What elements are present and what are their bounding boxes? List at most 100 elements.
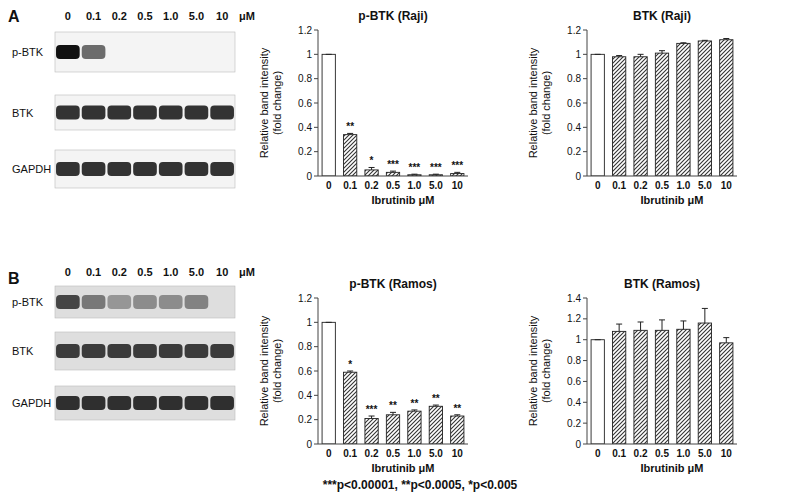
error-bar [411,174,417,176]
lane-unit: μM [239,266,255,278]
y-axis-label: (fold change) [271,71,283,135]
y-tick [583,360,587,361]
lane-label: 5.0 [189,266,204,278]
bar-chart: p-BTK (Ramos)Relative band intensity(fol… [258,277,468,474]
bar-chart: BTK (Raji)Relative band intensity(fold c… [527,9,737,206]
blot-band [185,106,209,120]
bar [698,41,711,176]
error-bar [595,339,601,340]
y-tick-label: 0.4 [298,390,312,401]
lane-label: 1.0 [163,10,178,22]
y-tick [314,322,318,323]
blot-band [56,45,80,59]
error-bar [454,415,460,416]
chart-title: p-BTK (Ramos) [349,277,436,291]
blot-band [107,344,131,358]
significance: ** [411,398,419,409]
x-tick-label: 0.2 [634,180,648,191]
y-tick [314,30,318,31]
blot-band [107,295,131,309]
significance: ** [346,121,354,132]
lane-label: 10 [216,10,228,22]
lane-label: 0.2 [112,10,127,22]
bar [698,323,711,444]
blot-band [185,344,209,358]
bar [451,416,464,444]
y-tick [583,30,587,31]
y-tick [583,318,587,319]
figure: A00.10.20.51.05.010μMp-BTKBTKGAPDHB00.10… [0,0,800,495]
bar [677,329,690,444]
y-tick [314,54,318,55]
y-tick [314,151,318,152]
x-tick-label: 0.5 [655,180,669,191]
significance: ** [453,403,461,414]
chart-title: BTK (Raji) [633,9,691,23]
significance: *** [387,159,399,170]
y-tick-label: 0 [306,171,312,182]
bar [720,343,733,444]
x-axis [587,444,737,445]
blot-strip [55,332,235,370]
y-tick [314,298,318,299]
blot-band [210,45,234,59]
lane-label: 10 [216,266,228,278]
lane-label: 0 [65,266,71,278]
x-tick-label: 10 [721,448,733,459]
blot-band [133,344,157,358]
bar [429,406,442,444]
y-tick-label: 0.8 [567,355,581,366]
significance: * [370,155,374,166]
y-tick-label: 1 [575,49,581,60]
error-bar [723,338,729,343]
significance: ** [432,393,440,404]
bar [344,135,357,176]
lane-label: 0.2 [112,266,127,278]
x-tick-label: 0 [595,180,601,191]
y-tick-label: 1 [306,317,312,328]
blot-band [210,396,234,410]
blot-band [56,344,80,358]
y-tick [583,423,587,424]
significance: *** [430,162,442,173]
x-tick-label: 1.0 [676,448,690,459]
y-tick-label: 0.6 [298,366,312,377]
error-bar [326,54,332,55]
y-tick [583,78,587,79]
blot-band [133,162,157,176]
y-tick-label: 0.8 [298,341,312,352]
y-tick [583,151,587,152]
error-bar [454,172,460,173]
error-bar [723,39,729,40]
x-tick-label: 5.0 [429,180,443,191]
y-tick [583,381,587,382]
y-axis-label: (fold change) [540,71,552,135]
y-axis-label: (fold change) [540,339,552,403]
x-tick-label: 0.5 [655,448,669,459]
blot-band [159,344,183,358]
y-tick [583,402,587,403]
y-tick [583,127,587,128]
blot-strip [55,32,235,72]
bar [613,331,626,444]
row-label: GAPDH [12,397,51,409]
y-tick-label: 0.6 [567,98,581,109]
significance: * [348,359,352,370]
y-tick-label: 0.2 [298,146,312,157]
plot-marks [591,39,733,176]
error-bar [347,133,353,134]
row-label: p-BTK [12,46,44,58]
blot-band [185,45,209,59]
x-tick-label: 5.0 [698,448,712,459]
blot-band [133,295,157,309]
lane-label: 0.5 [137,10,152,22]
x-tick-label: 5.0 [429,448,443,459]
x-tick-label: 0.2 [365,448,379,459]
x-axis [318,176,468,177]
blot-panel: A00.10.20.51.05.010μMp-BTKBTKGAPDH [8,8,255,188]
y-axis-label: (fold change) [271,339,283,403]
error-bar [616,324,622,331]
lane-label: 0.5 [137,266,152,278]
x-tick-label: 0.1 [343,448,357,459]
x-tick-label: 10 [452,180,464,191]
